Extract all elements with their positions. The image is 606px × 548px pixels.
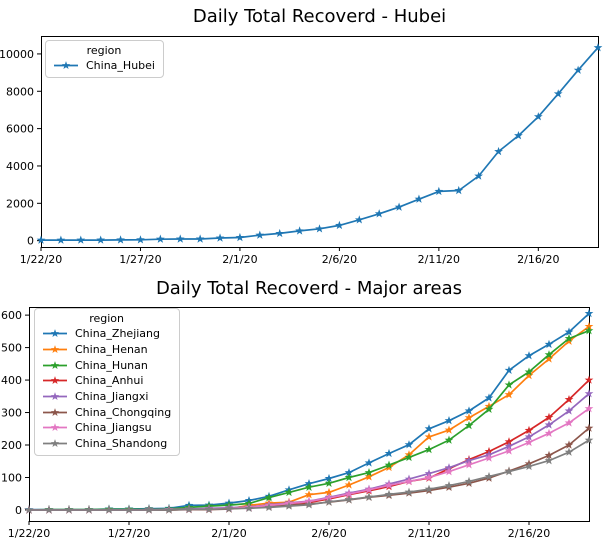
y-tick-label: 400 bbox=[1, 374, 22, 387]
y-tick-label: 200 bbox=[1, 439, 22, 452]
legend-entry-label: China_Hunan bbox=[75, 358, 148, 372]
hubei-legend: region China_Hubei bbox=[45, 40, 164, 78]
legend-entry-label: China_Shandong bbox=[75, 437, 168, 451]
major-areas-chart: Daily Total Recoverd - Major areas 0 100 2… bbox=[0, 270, 606, 548]
major-areas-chart-title: Daily Total Recoverd - Major areas bbox=[155, 278, 463, 299]
x-tick-label: 2/6/20 bbox=[311, 527, 346, 540]
y-tick-label: 0 bbox=[15, 504, 22, 517]
y-tick-label: 0 bbox=[27, 235, 34, 248]
legend-line-marker-icon bbox=[43, 345, 67, 354]
hubei-legend-title: region bbox=[86, 44, 122, 57]
plot-border bbox=[29, 307, 590, 522]
x-tick-label: 2/1/20 bbox=[211, 527, 246, 540]
y-tick-label: 300 bbox=[1, 407, 22, 420]
series-markers-China_Hubei bbox=[36, 43, 603, 244]
legend-entry-label: China_Jiangsu bbox=[75, 421, 152, 435]
legend-entry-label: China_Chongqing bbox=[75, 405, 172, 419]
x-tick-label: 2/11/20 bbox=[408, 527, 450, 540]
legend-entry-China_Henan: China_Henan bbox=[42, 342, 171, 358]
x-tick-label: 2/1/20 bbox=[222, 253, 257, 266]
y-tick-label: 6000 bbox=[6, 123, 34, 136]
legend-line-marker-icon bbox=[43, 329, 67, 338]
x-tick-label: 1/22/20 bbox=[8, 527, 50, 540]
plot-border bbox=[41, 36, 599, 248]
legend-entry-label: China_Zhejiang bbox=[75, 327, 161, 341]
y-tick-label: 4000 bbox=[6, 160, 34, 173]
major-areas-legend-title: region bbox=[89, 312, 125, 325]
legend-entry-label: China_Henan bbox=[75, 343, 148, 357]
legend-entry-label: China_Anhui bbox=[75, 374, 144, 388]
x-tick-label: 1/22/20 bbox=[20, 253, 62, 266]
x-tick-label: 2/16/20 bbox=[517, 253, 559, 266]
x-tick-label: 1/27/20 bbox=[119, 253, 161, 266]
legend-line-marker-icon bbox=[54, 61, 78, 70]
legend-entry-China_Hunan: China_Hunan bbox=[42, 357, 171, 373]
legend-entry-label: China_Hubei bbox=[86, 59, 155, 73]
y-tick-label: 600 bbox=[1, 309, 22, 322]
x-tick-label: 2/6/20 bbox=[322, 253, 357, 266]
hubei-chart-title: Daily Total Recoverd - Hubei bbox=[192, 6, 447, 27]
hubei-legend-items: China_Hubei bbox=[53, 58, 155, 74]
legend-entry-China_Jiangxi: China_Jiangxi bbox=[42, 389, 171, 405]
y-tick-label: 100 bbox=[1, 471, 22, 484]
major-areas-legend-items: China_Zhejiang China_Henan China_Hunan Chin… bbox=[42, 326, 171, 452]
legend-entry-China_Chongqing: China_Chongqing bbox=[42, 404, 171, 420]
y-tick-label: 500 bbox=[1, 342, 22, 355]
legend-line-marker-icon bbox=[43, 360, 67, 369]
legend-line-marker-icon bbox=[43, 439, 67, 448]
y-tick-label: 8000 bbox=[6, 85, 34, 98]
legend-line-marker-icon bbox=[43, 392, 67, 401]
legend-entry-label: China_Jiangxi bbox=[75, 390, 149, 404]
y-tick-label: 2000 bbox=[6, 197, 34, 210]
legend-entry-China_Zhejiang: China_Zhejiang bbox=[42, 326, 171, 342]
legend-entry-China_Shandong: China_Shandong bbox=[42, 436, 171, 452]
hubei-plot-area: 0 2000 4000 6000 8000 10000 1/22/20 1/27/20 2/1/… bbox=[0, 36, 603, 266]
legend-entry-China_Hubei: China_Hubei bbox=[53, 58, 155, 74]
x-tick-label: 2/16/20 bbox=[508, 527, 550, 540]
x-tick-label: 1/27/20 bbox=[108, 527, 150, 540]
legend-line-marker-icon bbox=[43, 407, 67, 416]
legend-entry-China_Anhui: China_Anhui bbox=[42, 373, 171, 389]
x-tick-label: 2/11/20 bbox=[418, 253, 460, 266]
major-areas-plot-area: 0 100 200 300 400 500 600 1/22/20 1/27/20 2/1/20 2… bbox=[1, 307, 594, 540]
legend-line-marker-icon bbox=[43, 376, 67, 385]
major-areas-legend: region China_Zhejiang China_Henan China_Hu… bbox=[34, 308, 181, 456]
legend-line-marker-icon bbox=[43, 423, 67, 432]
y-tick-label: 10000 bbox=[0, 48, 34, 61]
hubei-chart: Daily Total Recoverd - Hubei 0 2000 4000 60… bbox=[0, 0, 606, 270]
legend-entry-China_Jiangsu: China_Jiangsu bbox=[42, 420, 171, 436]
